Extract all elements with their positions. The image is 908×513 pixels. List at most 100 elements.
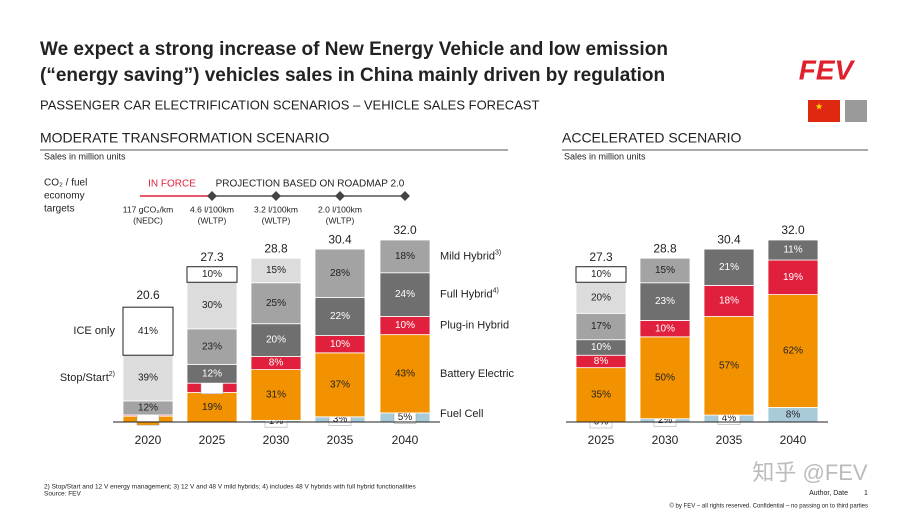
value-label: 15%: [655, 265, 675, 276]
bar-segment: [767, 239, 819, 261]
value-label: 10%: [202, 269, 222, 280]
value-label: 5%: [398, 412, 413, 423]
bar-segment: [703, 316, 755, 416]
author: Author, Date: [809, 490, 848, 497]
value-label: 1%: [141, 410, 156, 421]
legend-name: Battery Electric: [440, 368, 514, 380]
value-label: 50%: [655, 372, 675, 383]
section-title: ACCELERATED SCENARIO: [562, 130, 742, 146]
title: We expect a strong increase of New Energ…: [40, 39, 668, 60]
value-label: 21%: [719, 262, 739, 273]
flag: [808, 100, 840, 122]
logo: FEV: [799, 54, 856, 85]
timeline-diamond: [271, 191, 281, 201]
title: (“energy saving”) vehicles sales in Chin…: [40, 65, 665, 86]
target-text: 117 gCO₂/km: [123, 204, 173, 214]
legend-note: 4): [493, 287, 499, 294]
value-label: 17%: [591, 321, 611, 332]
total-label: 28.8: [653, 241, 677, 255]
bar-segment: [575, 266, 627, 283]
value-label: 10%: [395, 320, 415, 331]
value-label: 20%: [591, 292, 611, 303]
x-tick-label: 2020: [135, 433, 162, 447]
value-label: 31%: [266, 390, 286, 401]
bar-segment: [186, 266, 238, 283]
value-label: 37%: [330, 379, 350, 390]
bar-segment: [379, 239, 431, 274]
target-text: 3.2 l/100km: [254, 204, 298, 214]
total-label: 30.4: [328, 232, 352, 246]
bar-segment: [186, 392, 238, 423]
target-text: (WLTP): [326, 215, 355, 225]
legend-name: Plug-in Hybrid: [440, 319, 509, 331]
value-label: 11%: [783, 245, 802, 256]
bar-segment: [250, 257, 302, 284]
watermark: 知乎 @FEV: [752, 460, 868, 485]
target-text: 2.0 l/100km: [318, 204, 362, 214]
bar-segment: [767, 259, 819, 295]
legend-label: Plug-in Hybrid: [440, 319, 509, 331]
bar-segment: [314, 248, 366, 298]
value-label: 12%: [202, 369, 222, 380]
target-text: (NEDC): [133, 215, 163, 225]
subtitle: PASSENGER CAR ELECTRIFICATION SCENARIOS …: [40, 97, 539, 112]
value-label: 6%: [205, 382, 220, 393]
value-label: 3%: [333, 414, 348, 425]
value-label: 57%: [719, 360, 739, 371]
value-label: 18%: [719, 296, 739, 307]
bar-segment: [379, 334, 431, 414]
copyright: © by FEV – all rights reserved. Confiden…: [669, 503, 868, 510]
bar-segment: [122, 306, 174, 356]
value-label: 8%: [269, 358, 284, 369]
legend-label: Full Hybrid4): [440, 287, 499, 300]
bar-segment: [767, 294, 819, 408]
value-label: 22%: [330, 311, 350, 322]
target-text: 4.6 l/100km: [190, 204, 234, 214]
value-label: 10%: [655, 323, 675, 334]
x-tick-label: 2035: [327, 433, 354, 447]
legend-name: Mild Hybrid: [440, 250, 495, 262]
value-label: 28%: [330, 268, 350, 279]
unit-label: Sales in million units: [564, 151, 646, 161]
value-label: 43%: [395, 368, 415, 379]
target-text: (WLTP): [198, 215, 227, 225]
targets-label: CO₂ / fuel: [44, 178, 87, 189]
value-label: 1%: [269, 416, 284, 427]
value-label: 18%: [395, 251, 415, 262]
bar-segment: [122, 354, 174, 402]
value-label: 41%: [138, 326, 158, 337]
legend-name: Stop/Start: [60, 372, 109, 384]
bar-segment: [186, 328, 238, 365]
value-label: 8%: [594, 356, 609, 367]
value-label: 62%: [783, 346, 803, 357]
bar-segment: [703, 285, 755, 317]
legend-name: Fuel Cell: [440, 408, 483, 420]
bar-segment: [639, 336, 691, 420]
total-label: 32.0: [781, 223, 805, 237]
total-label: 30.4: [717, 232, 741, 246]
bar-segment: [703, 248, 755, 286]
value-label: 10%: [330, 339, 350, 350]
bar-segment: [639, 282, 691, 321]
bar-segment: [314, 297, 366, 336]
value-label: 25%: [266, 298, 286, 309]
legend-label: Stop/Start2): [60, 371, 115, 384]
targets-label: targets: [44, 204, 75, 215]
bar-segment: [250, 369, 302, 421]
value-label: 4%: [722, 413, 737, 424]
bar-segment: [250, 323, 302, 357]
bar-segment: [575, 312, 627, 341]
value-label: 39%: [138, 373, 158, 384]
value-label: 15%: [266, 265, 286, 276]
target-text: (WLTP): [262, 215, 291, 225]
page-number: 1: [864, 490, 868, 497]
total-label: 27.3: [589, 250, 613, 264]
section-title: MODERATE TRANSFORMATION SCENARIO: [40, 130, 329, 146]
unit-label: Sales in million units: [44, 151, 126, 161]
flag-star: ★: [815, 101, 823, 111]
timeline-diamond: [400, 191, 410, 201]
legend-note: 3): [495, 249, 501, 256]
timeline-diamond: [335, 191, 345, 201]
source: Source: FEV: [44, 491, 82, 498]
